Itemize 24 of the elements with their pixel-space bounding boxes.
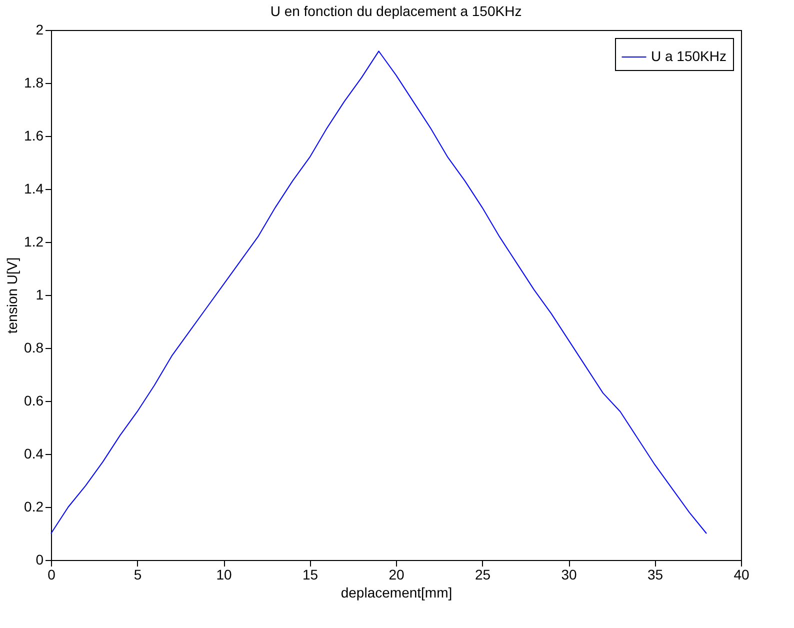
x-tick-label: 20 [388,566,404,582]
y-tick-label: 0 [36,552,44,568]
y-tick-label: 1.4 [24,180,44,196]
y-tick-label: 1.6 [24,128,44,144]
x-axis-title: deplacement[mm] [340,584,452,600]
y-tick-label: 2 [36,22,44,38]
x-tick-label: 15 [302,566,318,582]
x-tick-label: 40 [734,566,750,582]
y-tick-label: 1 [36,286,44,302]
y-tick-label: 0.2 [24,498,44,514]
legend-label: U a 150KHz [651,48,726,64]
chart-title: U en fonction du deplacement a 150KHz [270,3,522,19]
y-axis-title: tension U[V] [4,257,20,334]
x-tick-label: 25 [474,566,491,582]
x-tick-label: 30 [561,566,577,582]
x-tick-label: 10 [216,566,232,582]
x-tick-label: 5 [134,566,142,582]
y-tick-label: 1.8 [24,74,44,90]
x-tick-label: 0 [48,566,56,582]
y-tick-label: 0.4 [24,446,44,462]
x-tick-label: 35 [647,566,664,582]
y-tick-label: 0.6 [24,392,44,408]
y-tick-label: 0.8 [24,340,44,356]
y-tick-label: 1.2 [24,234,44,250]
